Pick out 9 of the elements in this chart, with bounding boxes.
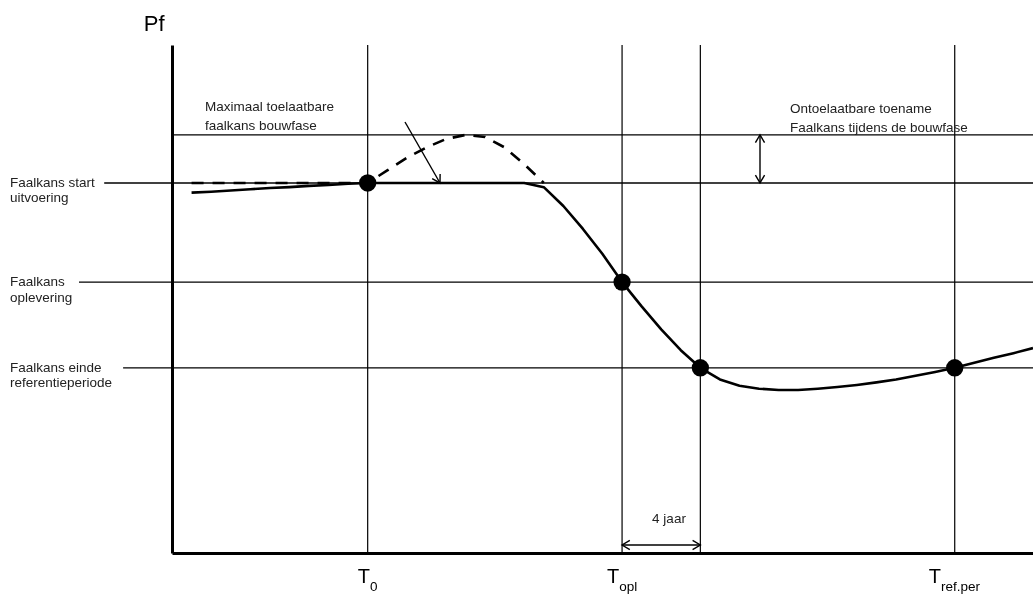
y-axis-title: Pf bbox=[143, 10, 166, 36]
ref-line-label: Faalkans einde referentieperiode bbox=[10, 359, 113, 391]
x-tick-label: T$_{0}$ bbox=[357, 565, 378, 594]
ref-line-label: Faalkans oplevering bbox=[10, 274, 73, 305]
ref-line-label: Faalkans start uitvoering bbox=[10, 174, 96, 206]
text: Maximaal toelaatbare faalkans bouwfase bbox=[205, 99, 335, 133]
x-tick-label: T$_{opl}$ bbox=[606, 565, 638, 594]
annotation: 4 jaar bbox=[652, 511, 687, 526]
x-tick-label: T$_{ref.per}$ bbox=[928, 565, 981, 594]
